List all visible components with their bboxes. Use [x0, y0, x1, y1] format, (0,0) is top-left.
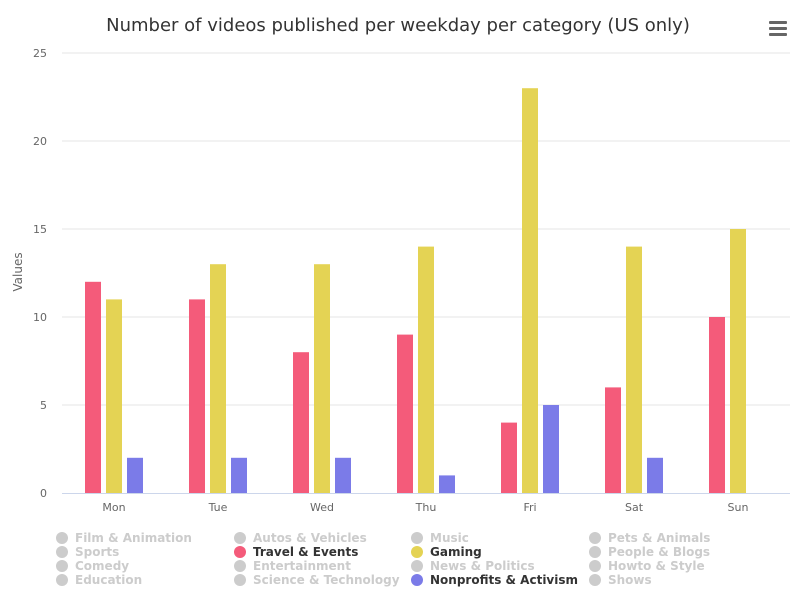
y-axis-ticks: 0 5 10 15 20 25: [33, 47, 47, 500]
x-tick-label: Sun: [728, 501, 749, 514]
legend-label: Pets & Animals: [608, 531, 710, 545]
legend-item[interactable]: News & Politics: [411, 559, 535, 573]
legend-marker: [411, 546, 423, 558]
legend-item[interactable]: Nonprofits & Activism: [411, 573, 578, 587]
bar: [397, 334, 413, 493]
legend-marker: [589, 532, 601, 544]
legend-label: Shows: [608, 573, 652, 587]
legend-label: Film & Animation: [75, 531, 192, 545]
legend-label: People & Blogs: [608, 545, 710, 559]
bar: [605, 387, 621, 493]
bar: [418, 246, 434, 493]
legend-item[interactable]: Comedy: [56, 559, 129, 573]
bar: [127, 457, 143, 493]
x-tick-label: Tue: [208, 501, 228, 514]
legend-item[interactable]: Music: [411, 531, 469, 545]
legend-item[interactable]: People & Blogs: [589, 545, 710, 559]
bar: [522, 88, 538, 493]
legend-marker: [234, 574, 246, 586]
legend-marker: [234, 532, 246, 544]
bar: [709, 317, 725, 493]
legend-marker: [56, 532, 68, 544]
bar: [314, 264, 330, 493]
bar: [189, 299, 205, 493]
legend-marker: [56, 546, 68, 558]
legend-label: Sports: [75, 545, 119, 559]
x-tick-label: Sat: [625, 501, 644, 514]
legend-item[interactable]: Entertainment: [234, 559, 351, 573]
bar: [730, 229, 746, 493]
bar: [335, 457, 351, 493]
x-tick-label: Mon: [102, 501, 125, 514]
legend-item[interactable]: Education: [56, 573, 142, 587]
legend-item[interactable]: Pets & Animals: [589, 531, 710, 545]
hamburger-menu-icon: [769, 21, 787, 36]
legend-marker: [56, 560, 68, 572]
chart-title: Number of videos published per weekday p…: [106, 15, 690, 36]
x-tick-label: Wed: [310, 501, 334, 514]
x-tick-label: Thu: [415, 501, 437, 514]
legend-item[interactable]: Autos & Vehicles: [234, 531, 367, 545]
y-tick-label: 0: [40, 487, 47, 500]
export-menu-button[interactable]: [764, 16, 792, 40]
x-axis-ticks: Mon Tue Wed Thu Fri Sat Sun: [102, 501, 748, 514]
legend-item[interactable]: Sports: [56, 545, 119, 559]
legend-marker: [411, 574, 423, 586]
x-tick-label: Fri: [523, 501, 536, 514]
legend-item[interactable]: Shows: [589, 573, 652, 587]
grid-lines: [62, 52, 790, 406]
legend-item[interactable]: Film & Animation: [56, 531, 192, 545]
bar-series: [85, 88, 746, 493]
legend-label: Education: [75, 573, 142, 587]
y-axis-label: Values: [11, 252, 25, 291]
legend-label: Travel & Events: [253, 545, 358, 559]
legend-item[interactable]: Science & Technology: [234, 573, 400, 587]
legend-item[interactable]: Travel & Events: [234, 545, 358, 559]
bar: [647, 457, 663, 493]
y-tick-label: 20: [33, 135, 47, 148]
legend-item[interactable]: Gaming: [411, 545, 482, 559]
legend-label: Autos & Vehicles: [253, 531, 367, 545]
y-tick-label: 10: [33, 311, 47, 324]
legend-label: Entertainment: [253, 559, 351, 573]
legend-label: Gaming: [430, 545, 482, 559]
bar: [293, 352, 309, 493]
legend-label: News & Politics: [430, 559, 535, 573]
legend-item[interactable]: Howto & Style: [589, 559, 705, 573]
bar: [439, 475, 455, 493]
legend-marker: [56, 574, 68, 586]
legend-marker: [411, 532, 423, 544]
legend-label: Comedy: [75, 559, 129, 573]
bar: [626, 246, 642, 493]
legend-label: Nonprofits & Activism: [430, 573, 578, 587]
legend-marker: [589, 560, 601, 572]
bar: [210, 264, 226, 493]
bar: [501, 422, 517, 493]
legend-marker: [234, 546, 246, 558]
legend: Film & Animation Autos & Vehicles Music Pet…: [56, 531, 710, 587]
legend-label: Music: [430, 531, 469, 545]
legend-marker: [589, 574, 601, 586]
legend-marker: [411, 560, 423, 572]
bar: [106, 299, 122, 493]
y-tick-label: 25: [33, 47, 47, 60]
legend-label: Howto & Style: [608, 559, 705, 573]
y-tick-label: 15: [33, 223, 47, 236]
bar: [85, 281, 101, 493]
legend-label: Science & Technology: [253, 573, 400, 587]
y-tick-label: 5: [40, 399, 47, 412]
legend-marker: [234, 560, 246, 572]
bar: [543, 405, 559, 493]
legend-marker: [589, 546, 601, 558]
bar: [231, 457, 247, 493]
